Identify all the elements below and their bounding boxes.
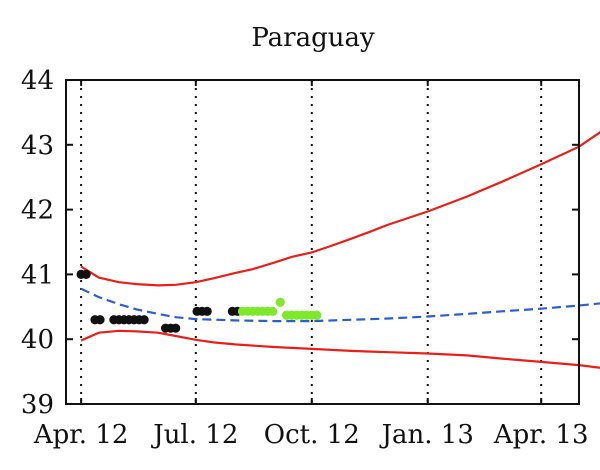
x-axis: Apr. 12 Jul. 12 Oct. 12 Jan. 13 Apr. 13	[33, 80, 589, 450]
observed-point	[139, 315, 149, 325]
y-tick-label: 43	[21, 131, 54, 161]
y-axis: 39 40 41 42 43 44	[21, 66, 579, 420]
y-tick-label: 39	[21, 390, 54, 420]
y-tick-label: 41	[21, 260, 54, 290]
x-tick-label: Apr. 12	[33, 420, 129, 450]
bound-line	[80, 131, 600, 287]
x-tick-label: Jul. 12	[150, 420, 238, 450]
y-tick-label: 42	[21, 196, 54, 226]
y-tick-label: 40	[21, 325, 54, 355]
y-tick-label: 44	[21, 66, 54, 96]
bound-line	[80, 329, 600, 369]
observed-point	[202, 306, 212, 316]
series-layer	[80, 131, 600, 369]
recent-point	[275, 297, 285, 307]
grid	[80, 80, 543, 404]
plot-frame	[65, 79, 580, 405]
x-tick-label: Jan. 13	[379, 420, 474, 450]
x-tick-label: Oct. 12	[264, 420, 360, 450]
observed-point	[95, 315, 105, 325]
recent-point	[268, 306, 278, 316]
forecast-line	[80, 287, 600, 323]
x-tick-label: Apr. 13	[493, 420, 589, 450]
chart-title: Paraguay	[251, 23, 375, 53]
recent-point	[312, 310, 322, 320]
points-layer	[76, 269, 322, 333]
observed-point	[171, 323, 181, 333]
observed-point	[81, 269, 91, 279]
